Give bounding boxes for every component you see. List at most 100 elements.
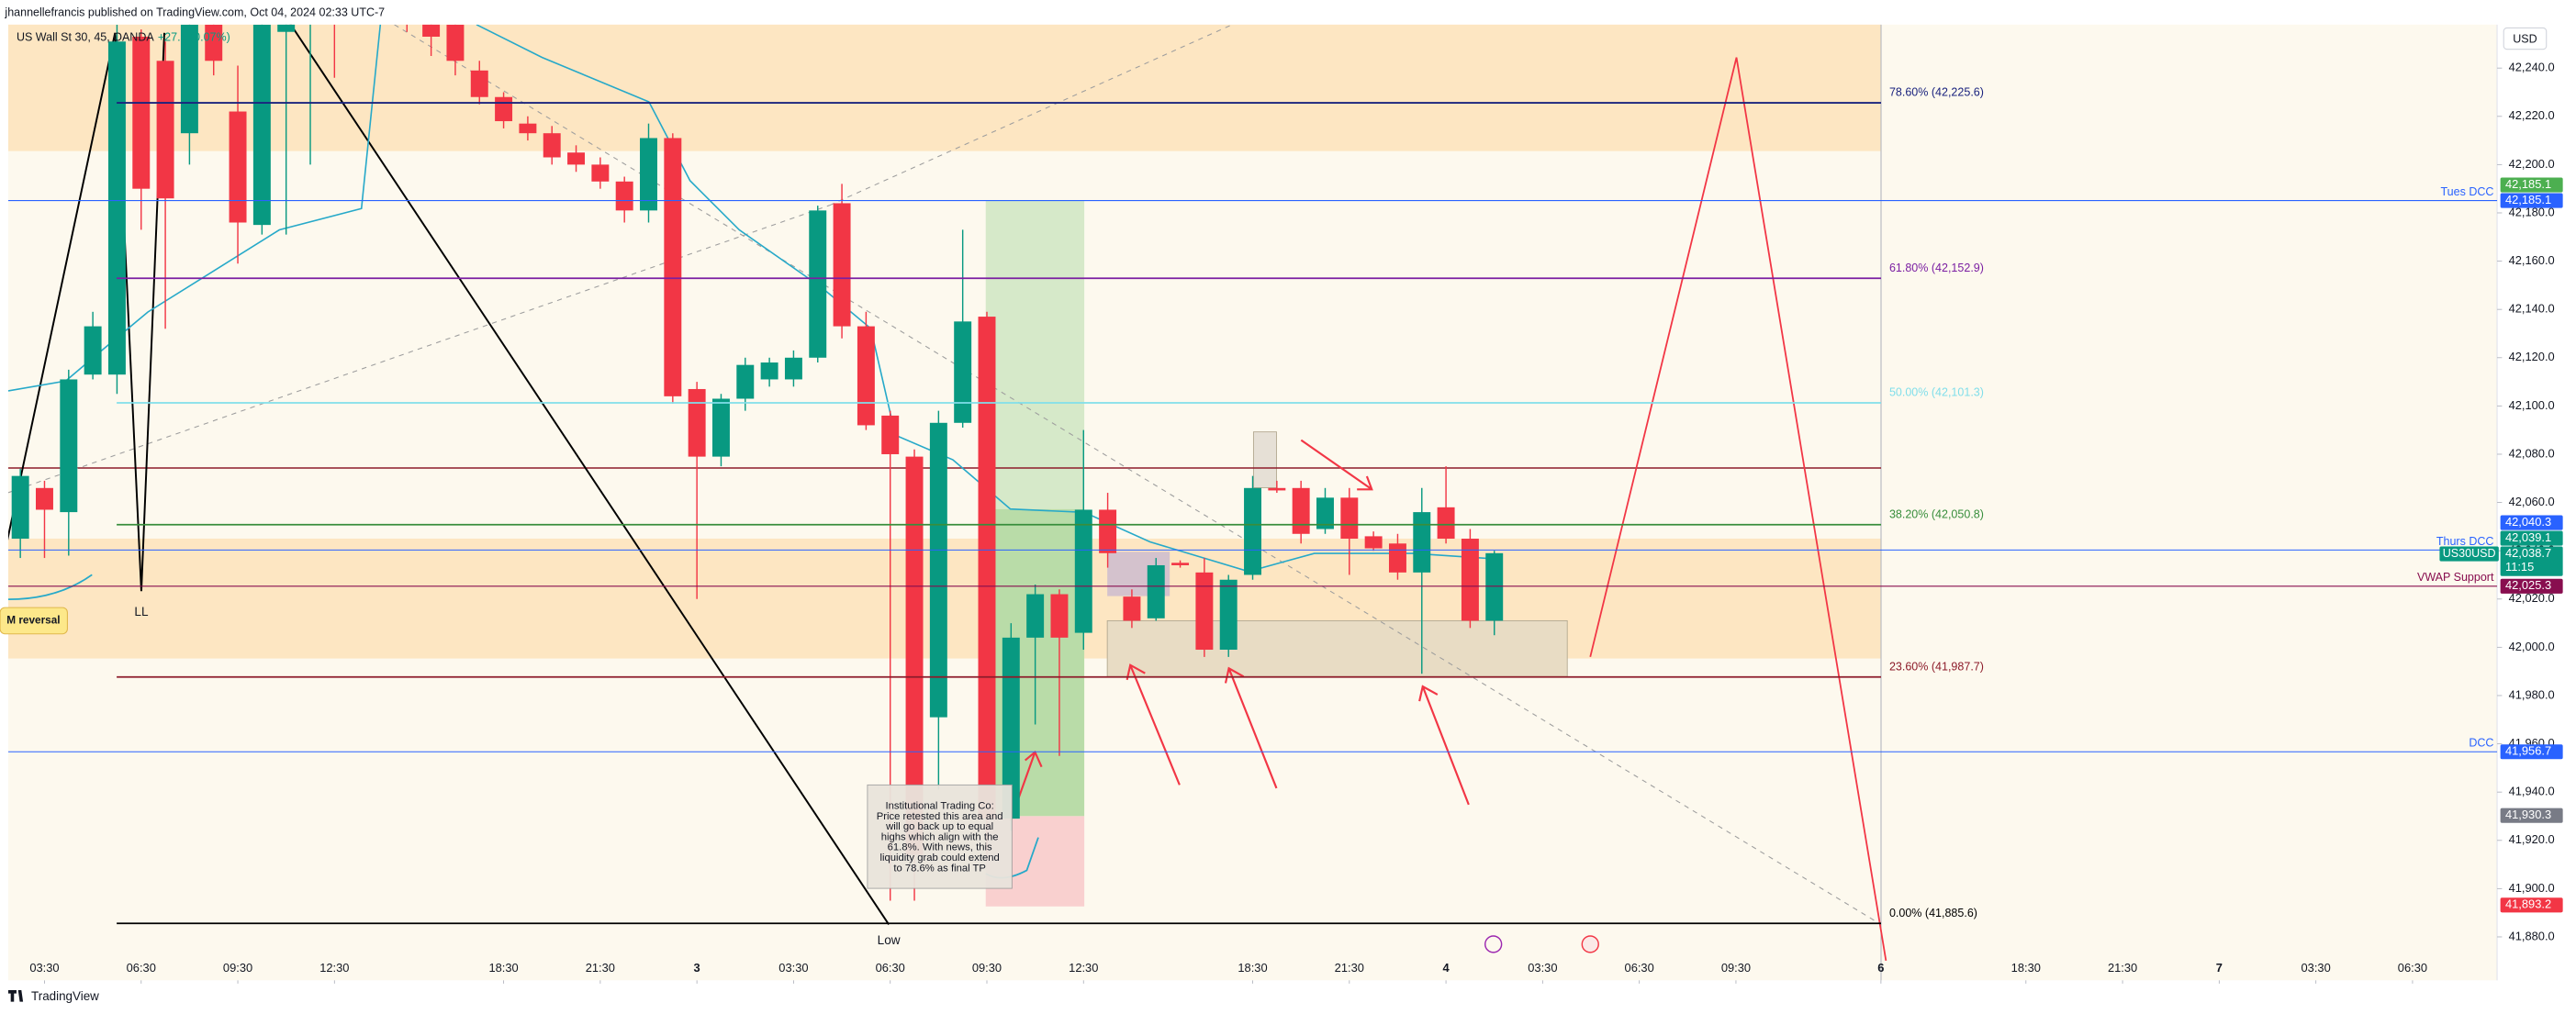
candle-body bbox=[229, 111, 247, 223]
x-tick-label: 7 bbox=[2216, 961, 2223, 975]
x-tick-label: 21:30 bbox=[586, 961, 615, 975]
candle-body bbox=[1388, 543, 1406, 573]
y-tick-label: 41,920.0 bbox=[2509, 832, 2555, 846]
y-tick-label: 42,000.0 bbox=[2509, 640, 2555, 653]
candle-body bbox=[640, 138, 657, 211]
price-tag-label: 42,040.3 bbox=[2505, 515, 2551, 529]
arrow bbox=[1224, 666, 1278, 789]
price-tag bbox=[2500, 744, 2563, 760]
candle-body bbox=[615, 181, 633, 211]
candle-body bbox=[1026, 594, 1045, 638]
logo bbox=[8, 990, 24, 1002]
candle-body bbox=[495, 96, 513, 122]
candle-body bbox=[132, 36, 151, 189]
countdown: 11:15 bbox=[2505, 560, 2534, 574]
y-tick-label: 42,120.0 bbox=[2509, 350, 2555, 363]
footer: TradingView bbox=[31, 989, 99, 1003]
price-tag bbox=[2500, 177, 2563, 193]
highlight-box bbox=[1252, 431, 1277, 488]
candle-body bbox=[736, 364, 755, 399]
currency-box[interactable] bbox=[2503, 27, 2548, 50]
supply-zone bbox=[8, 24, 1881, 151]
x-tick-label: 06:30 bbox=[876, 961, 905, 975]
y-tick-label: 42,180.0 bbox=[2509, 205, 2555, 218]
annotation: LL bbox=[134, 605, 149, 618]
candle-body bbox=[954, 321, 972, 423]
note-line: highs which align with the bbox=[881, 831, 999, 842]
arrow bbox=[1418, 685, 1470, 806]
event-icon[interactable] bbox=[1484, 935, 1503, 953]
y-tick-label: 42,240.0 bbox=[2509, 61, 2555, 74]
candle-body bbox=[978, 317, 996, 819]
level-label: Thurs DCC bbox=[2436, 535, 2494, 548]
price-tag-label: 42,039.1 bbox=[2505, 530, 2551, 544]
x-tick-label: 06:30 bbox=[1625, 961, 1654, 975]
x-tick-label: 03:30 bbox=[2302, 961, 2331, 975]
candle-body bbox=[1002, 637, 1020, 819]
label-box bbox=[0, 607, 68, 635]
fib-label: 0.00% (41,885.6) bbox=[1889, 907, 1977, 919]
candle-body bbox=[1074, 509, 1092, 633]
price-tag-label: 41,956.7 bbox=[2505, 744, 2551, 758]
candle-body bbox=[205, 24, 223, 61]
candle-body bbox=[591, 164, 610, 182]
candle-body bbox=[36, 487, 53, 510]
arrow bbox=[1300, 439, 1373, 491]
candle-body bbox=[1099, 509, 1117, 553]
y-tick-label: 42,140.0 bbox=[2509, 302, 2555, 316]
candle-body bbox=[905, 456, 924, 855]
y-tick-label: 41,980.0 bbox=[2509, 687, 2555, 701]
arrow bbox=[1126, 663, 1181, 786]
price-tag bbox=[2500, 193, 2563, 208]
price-tag-label: 41,893.2 bbox=[2505, 897, 2551, 911]
x-tick-label: 3 bbox=[694, 961, 700, 975]
price-tag-label: 42,025.3 bbox=[2505, 578, 2551, 592]
candle-body bbox=[446, 24, 465, 61]
symbol-label: US30USD bbox=[2443, 547, 2496, 560]
candle-body bbox=[1268, 487, 1286, 491]
change: +27.5 (0.07%) bbox=[158, 30, 230, 43]
event-icon[interactable] bbox=[1581, 935, 1599, 953]
y-tick-label: 42,200.0 bbox=[2509, 157, 2555, 171]
publisher: jhannellefrancis published on TradingVie… bbox=[4, 6, 385, 19]
y-tick-label: 41,940.0 bbox=[2509, 785, 2555, 798]
x-tick-label: 18:30 bbox=[488, 961, 518, 975]
price-tag bbox=[2500, 515, 2563, 530]
candle-body bbox=[664, 138, 682, 396]
candle-body bbox=[1171, 563, 1190, 565]
candle-body bbox=[567, 152, 586, 165]
fib-label: 38.20% (42,050.8) bbox=[1889, 507, 1984, 520]
y-tick-label: 41,880.0 bbox=[2509, 929, 2555, 942]
candle-body bbox=[1123, 596, 1141, 621]
candle-body bbox=[84, 326, 102, 375]
price-tag-label: 41,930.3 bbox=[2505, 808, 2551, 821]
candle-body bbox=[760, 362, 778, 380]
x-tick-label: 6 bbox=[1877, 961, 1884, 975]
note-line: 61.8%. With news, this bbox=[888, 842, 992, 853]
price-tag-label: 42,038.7 bbox=[2505, 546, 2551, 560]
price-tag-label: 42,185.1 bbox=[2505, 177, 2551, 191]
y-tick-label: 41,900.0 bbox=[2509, 881, 2555, 895]
annotation: Low bbox=[878, 933, 901, 947]
candle-body bbox=[60, 379, 78, 513]
candle-body bbox=[470, 70, 488, 97]
moving-average bbox=[7, 24, 382, 392]
candle-body bbox=[252, 24, 271, 226]
symbol: US Wall St 30, 45, OANDA bbox=[17, 30, 154, 43]
candle-body bbox=[809, 210, 827, 358]
candle-body bbox=[1050, 594, 1069, 638]
candle-body bbox=[1292, 487, 1310, 534]
y-tick-label: 42,160.0 bbox=[2509, 253, 2555, 267]
candle-body bbox=[1364, 536, 1383, 549]
fib-label: 23.60% (41,987.7) bbox=[1889, 660, 1984, 673]
currency[interactable]: USD bbox=[2513, 32, 2537, 45]
candle-body bbox=[1437, 507, 1455, 540]
candle-body bbox=[1219, 579, 1238, 651]
y-tick-label: 42,100.0 bbox=[2509, 398, 2555, 412]
note-line: Price retested this area and bbox=[877, 811, 1003, 822]
note: Institutional Trading Co:Price retested … bbox=[877, 801, 1003, 875]
x-tick-label: 03:30 bbox=[778, 961, 808, 975]
x-tick-label: 18:30 bbox=[2011, 961, 2041, 975]
